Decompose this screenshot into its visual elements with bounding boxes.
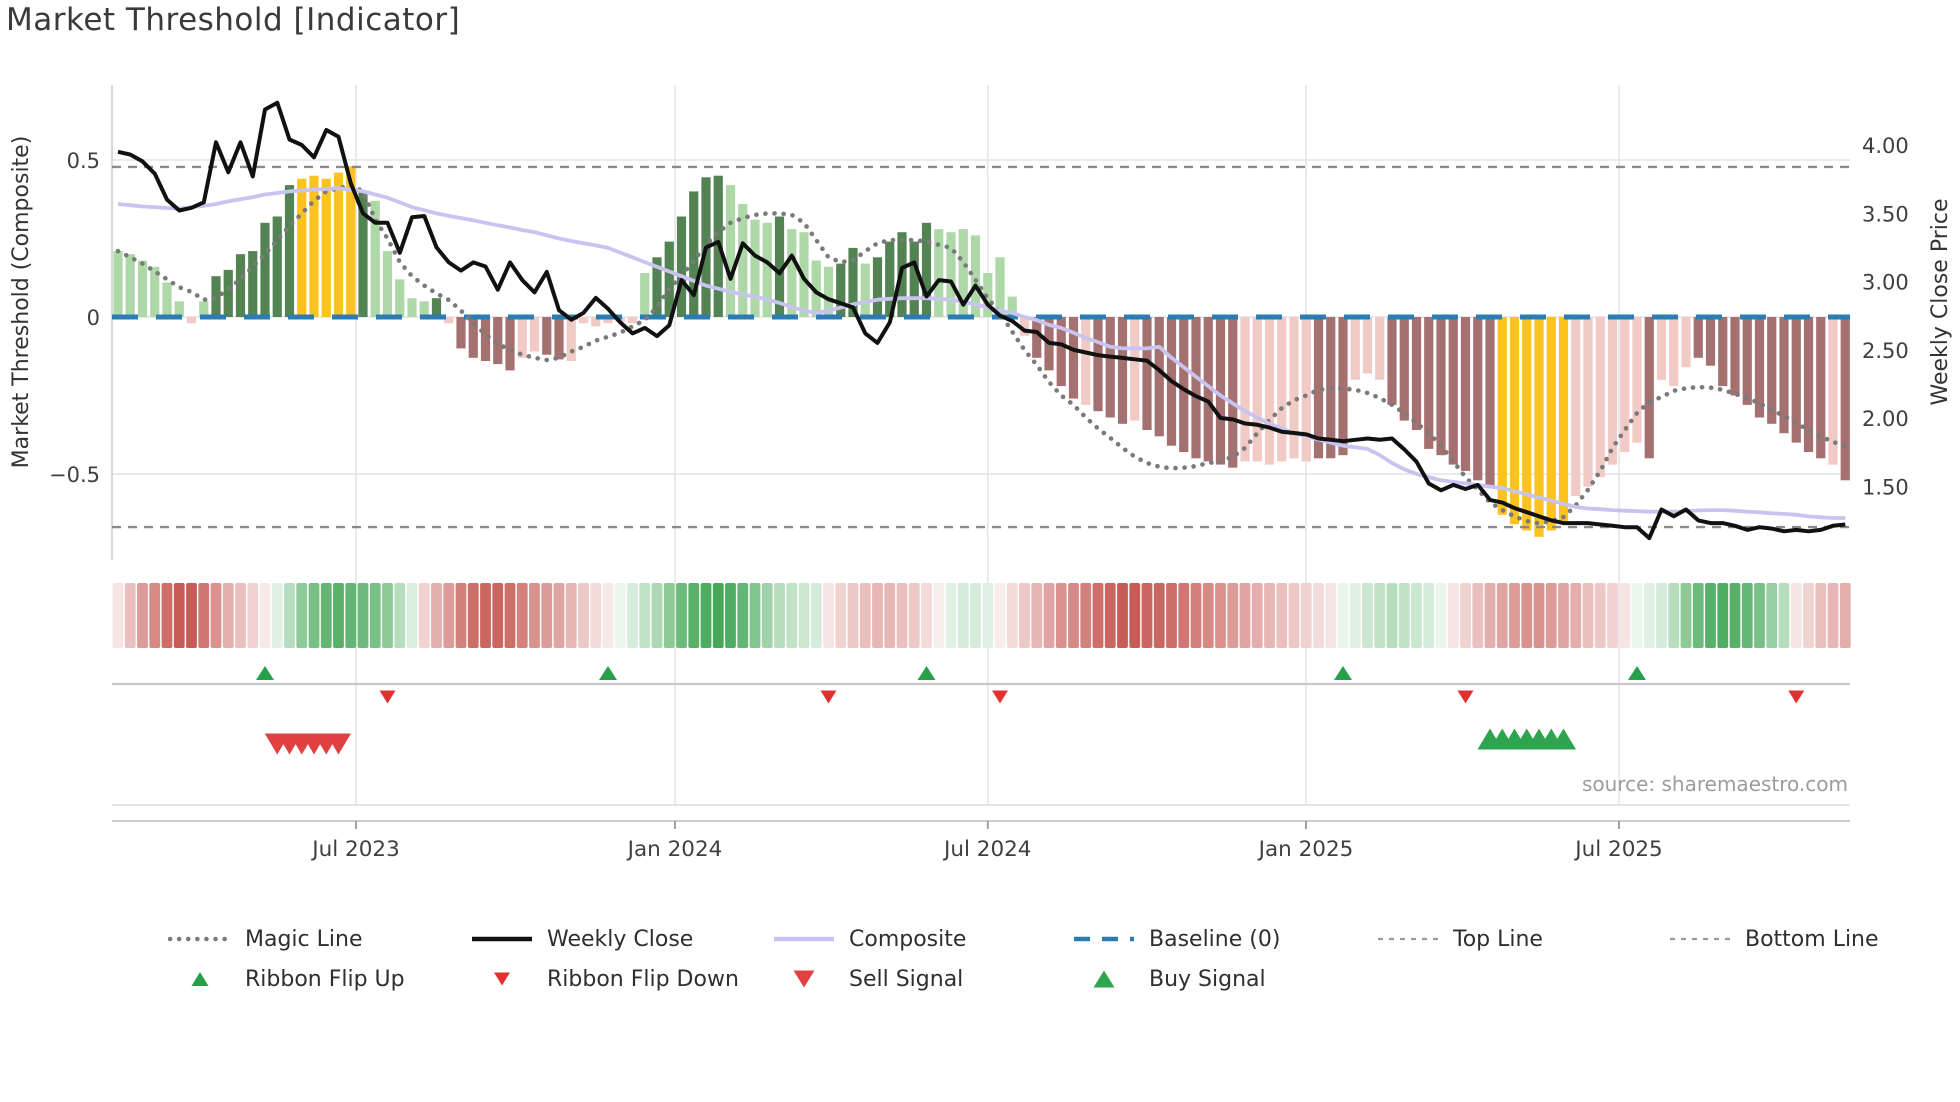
svg-text:−0.5: −0.5 bbox=[49, 463, 100, 487]
svg-text:1.50: 1.50 bbox=[1862, 475, 1909, 499]
legend-item-bottomline: Bottom Line bbox=[1668, 926, 1879, 952]
page-title: Market Threshold [Indicator] bbox=[6, 2, 461, 38]
legend-label: Bottom Line bbox=[1745, 926, 1879, 952]
legend-label: Weekly Close bbox=[547, 926, 694, 952]
svg-text:2.50: 2.50 bbox=[1862, 339, 1909, 363]
svg-text:Jan 2025: Jan 2025 bbox=[1257, 837, 1354, 862]
source-label: source: sharemaestro.com bbox=[1582, 772, 1848, 796]
svg-text:4.00: 4.00 bbox=[1862, 134, 1909, 158]
legend-item-sell: Sell Signal bbox=[772, 966, 963, 992]
svg-text:Jul 2024: Jul 2024 bbox=[942, 837, 1032, 862]
close-swatch bbox=[472, 936, 532, 942]
legend-label: Baseline (0) bbox=[1149, 926, 1281, 952]
legend-item-flipup: Ribbon Flip Up bbox=[168, 966, 405, 992]
bottomline-swatch bbox=[1670, 937, 1730, 941]
legend-item-buy: Buy Signal bbox=[1072, 966, 1266, 992]
flipdown-swatch bbox=[494, 972, 510, 986]
sell-swatch bbox=[793, 970, 815, 988]
legend-item-magic: Magic Line bbox=[168, 926, 362, 952]
legend-label: Ribbon Flip Down bbox=[547, 966, 739, 992]
legend-item-close: Weekly Close bbox=[470, 926, 693, 952]
legend-label: Buy Signal bbox=[1149, 966, 1266, 992]
weekly-close-line bbox=[117, 100, 1846, 541]
buy-swatch bbox=[1093, 970, 1115, 988]
baseline-swatch bbox=[1074, 936, 1134, 942]
chart-canvas: Jul 2023 Jan 2024 Jul 2024 Jan 2025 Jul 2025… bbox=[49, 85, 1909, 862]
svg-text:Jul 2023: Jul 2023 bbox=[310, 837, 400, 862]
reference-lines bbox=[112, 165, 1850, 529]
legend-item-composite: Composite bbox=[772, 926, 966, 952]
legend-label: Ribbon Flip Up bbox=[245, 966, 405, 992]
svg-text:0.5: 0.5 bbox=[67, 149, 100, 173]
ribbon-strip bbox=[112, 583, 1851, 648]
legend-item-topline: Top Line bbox=[1376, 926, 1543, 952]
topline-swatch bbox=[1378, 937, 1438, 941]
svg-text:2.00: 2.00 bbox=[1862, 407, 1909, 431]
legend-label: Magic Line bbox=[245, 926, 363, 952]
svg-text:Jan 2024: Jan 2024 bbox=[626, 837, 723, 862]
axes: Jul 2023 Jan 2024 Jul 2024 Jan 2025 Jul 2025… bbox=[49, 134, 1909, 862]
flipup-swatch bbox=[191, 972, 209, 986]
svg-text:3.50: 3.50 bbox=[1862, 202, 1909, 226]
legend-label: Sell Signal bbox=[849, 966, 964, 992]
svg-text:0: 0 bbox=[87, 306, 100, 330]
magic-swatch bbox=[168, 936, 232, 942]
legend-item-baseline: Baseline (0) bbox=[1072, 926, 1280, 952]
composite-swatch bbox=[774, 936, 834, 942]
legend-item-flipdown: Ribbon Flip Down bbox=[470, 966, 739, 992]
signal-markers bbox=[112, 666, 1850, 755]
svg-text:Jul 2025: Jul 2025 bbox=[1573, 837, 1663, 862]
legend-label: Composite bbox=[849, 926, 967, 952]
svg-text:3.00: 3.00 bbox=[1862, 271, 1909, 295]
composite-line bbox=[117, 186, 1846, 520]
magic-line bbox=[115, 182, 1848, 526]
legend-label: Top Line bbox=[1453, 926, 1543, 952]
